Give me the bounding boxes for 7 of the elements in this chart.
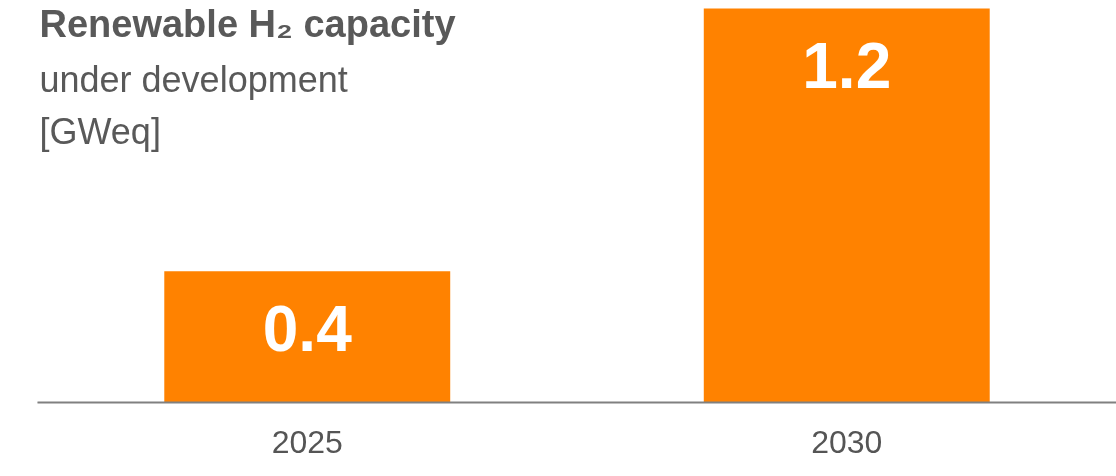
x-tick-label: 2025 (271, 423, 343, 460)
chart-title: Renewable H₂ capacity (39, 2, 456, 45)
x-tick-label: 2030 (811, 423, 883, 460)
text: under development (39, 58, 348, 100)
data-label: 1.2 (802, 30, 892, 103)
data-label: 0.4 (262, 293, 353, 366)
y-axis-title: [GWeq] (39, 110, 161, 152)
